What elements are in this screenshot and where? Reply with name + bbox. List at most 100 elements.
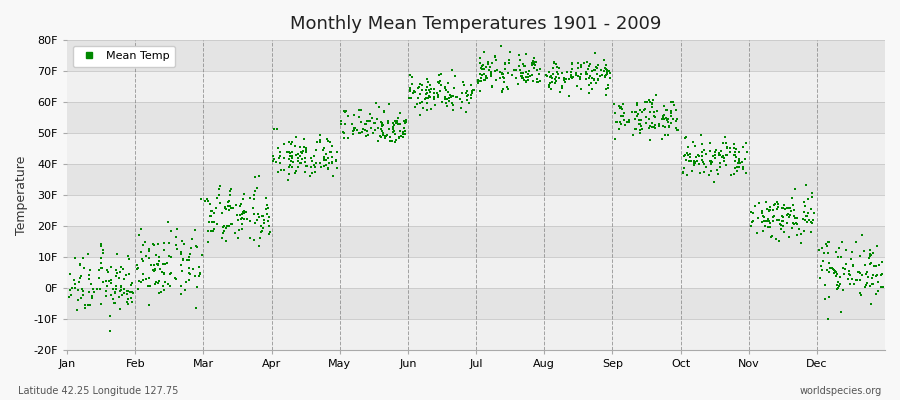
Point <box>573 64 588 70</box>
Point <box>430 90 445 96</box>
Point <box>360 132 374 138</box>
Point <box>363 111 377 117</box>
Point <box>374 134 388 140</box>
Point <box>599 71 614 77</box>
Point <box>512 67 526 73</box>
Point <box>645 120 660 127</box>
Point <box>518 74 533 80</box>
Point <box>418 86 433 93</box>
Point <box>231 235 246 241</box>
Point <box>772 221 787 227</box>
Point <box>334 118 348 124</box>
Point <box>455 78 470 85</box>
Point <box>521 68 535 75</box>
Point <box>545 64 560 71</box>
Point <box>291 158 305 164</box>
Point <box>844 256 859 262</box>
Point <box>380 132 394 138</box>
Point <box>657 116 671 123</box>
Point <box>474 72 489 78</box>
Point <box>845 276 859 282</box>
Point <box>839 246 853 253</box>
Point <box>389 119 403 125</box>
Point <box>698 164 713 171</box>
Point <box>838 266 852 272</box>
Point <box>284 155 299 161</box>
Point <box>325 159 339 166</box>
Point <box>727 165 742 171</box>
Point <box>544 79 559 86</box>
Point <box>833 254 848 260</box>
Point <box>477 49 491 55</box>
Point <box>259 202 274 208</box>
Point <box>415 87 429 93</box>
Point <box>720 145 734 152</box>
Point <box>710 167 724 174</box>
Point <box>858 262 872 268</box>
Point <box>679 152 693 158</box>
Point <box>666 116 680 122</box>
Point <box>112 275 126 281</box>
Point <box>216 224 230 230</box>
Point <box>388 131 402 137</box>
Point <box>207 210 221 216</box>
Point <box>164 254 178 260</box>
Point <box>580 69 594 76</box>
Point <box>789 232 804 239</box>
Point <box>644 122 658 129</box>
Point <box>189 243 203 249</box>
Point <box>466 87 481 94</box>
Point <box>580 58 594 65</box>
Point <box>459 90 473 97</box>
Point <box>776 223 790 229</box>
Point <box>368 126 382 133</box>
Point <box>338 108 353 114</box>
Point <box>783 211 797 218</box>
Point <box>530 79 544 86</box>
Title: Monthly Mean Temperatures 1901 - 2009: Monthly Mean Temperatures 1901 - 2009 <box>291 15 662 33</box>
Point <box>765 233 779 239</box>
Point <box>874 272 888 278</box>
Point <box>109 286 123 292</box>
Point <box>242 195 256 202</box>
Point <box>100 282 114 289</box>
Point <box>805 206 819 212</box>
Point <box>132 278 147 284</box>
Point <box>250 211 265 218</box>
Point <box>76 288 90 294</box>
Point <box>627 126 642 132</box>
Point <box>396 134 410 140</box>
Point <box>372 104 386 111</box>
Point <box>826 266 841 273</box>
Point <box>590 70 604 77</box>
Point <box>855 272 869 278</box>
Point <box>571 60 585 66</box>
Point <box>464 90 479 96</box>
Point <box>656 114 670 120</box>
Point <box>727 171 742 178</box>
Point <box>307 162 321 168</box>
Point <box>334 121 348 128</box>
Point <box>718 152 733 158</box>
Point <box>739 140 753 146</box>
Point <box>754 208 769 214</box>
Point <box>120 288 134 295</box>
Point <box>320 166 335 172</box>
Point <box>455 90 470 96</box>
Point <box>392 110 407 116</box>
Point <box>472 54 487 61</box>
Point <box>750 230 764 236</box>
Point <box>761 217 776 224</box>
Point <box>790 215 805 221</box>
Point <box>180 257 194 263</box>
Point <box>771 238 786 244</box>
Point <box>464 89 479 96</box>
Point <box>628 109 643 116</box>
Point <box>739 170 753 176</box>
Point <box>410 101 425 108</box>
Point <box>679 157 693 163</box>
Point <box>142 247 157 254</box>
Point <box>356 126 371 132</box>
Point <box>374 119 388 126</box>
Point <box>189 284 203 290</box>
